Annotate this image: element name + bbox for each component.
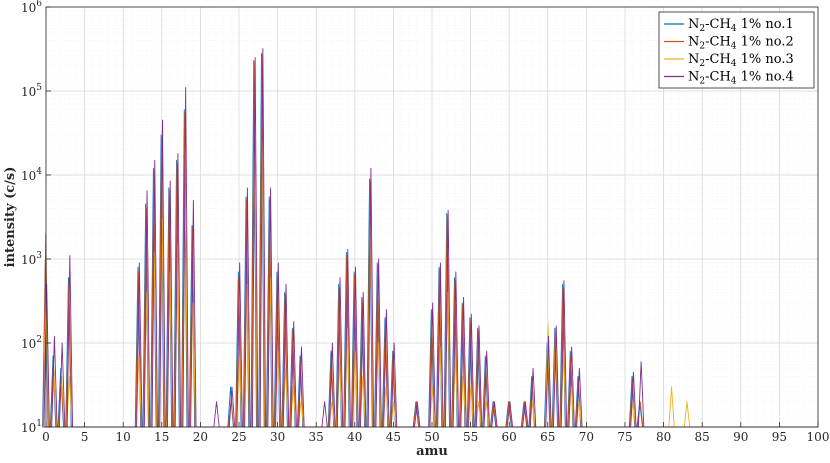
x-tick-label: 30 xyxy=(270,430,285,444)
x-tick-label: 0 xyxy=(42,430,50,444)
y-tick-label: 106 xyxy=(21,0,42,15)
y-axis-label: intensity (c/s) xyxy=(3,167,18,268)
x-tick-label: 85 xyxy=(695,430,710,444)
y-tick-label: 102 xyxy=(21,335,42,351)
x-tick-label: 70 xyxy=(579,430,594,444)
x-tick-label: 25 xyxy=(231,430,246,444)
y-tick-label: 103 xyxy=(21,251,42,267)
x-tick-label: 35 xyxy=(309,430,324,444)
x-tick-label: 80 xyxy=(656,430,671,444)
x-tick-label: 65 xyxy=(540,430,555,444)
legend-entry-label: N2-CH4 1% no.3 xyxy=(688,52,794,69)
x-tick-label: 10 xyxy=(116,430,131,444)
series-lines xyxy=(42,48,818,428)
y-tick-label: 104 xyxy=(21,167,42,183)
legend-box xyxy=(658,11,815,89)
series-line-2 xyxy=(42,54,818,428)
x-tick-label: 75 xyxy=(617,430,632,444)
x-tick-label: 55 xyxy=(463,430,478,444)
legend-entry-label: N2-CH4 1% no.4 xyxy=(688,70,794,87)
legend: N2-CH4 1% no.1N2-CH4 1% no.2N2-CH4 1% no… xyxy=(658,11,815,89)
y-tick-label: 101 xyxy=(21,419,42,435)
x-axis-label: amu xyxy=(416,444,448,459)
x-tick-label: 45 xyxy=(386,430,401,444)
x-tick-label: 5 xyxy=(81,430,89,444)
legend-entry-label: N2-CH4 1% no.2 xyxy=(688,35,794,52)
x-tick-label: 100 xyxy=(807,430,830,444)
legend-entry-label: N2-CH4 1% no.1 xyxy=(688,17,794,34)
x-tick-label: 90 xyxy=(733,430,748,444)
x-tick-label: 40 xyxy=(347,430,362,444)
x-axis-ticks: 0 5 10 15 20 25 30 35 40 45 50 55 60 65 70 75 80 85 90 95 10… xyxy=(42,422,829,444)
x-tick-label: 20 xyxy=(193,430,208,444)
x-tick-label: 50 xyxy=(424,430,439,444)
y-tick-label: 105 xyxy=(21,83,42,99)
x-tick-label: 95 xyxy=(772,430,787,444)
x-tick-label: 15 xyxy=(154,430,169,444)
y-axis-ticks: 101 102 103 104 105 106 xyxy=(21,0,51,435)
x-tick-label: 60 xyxy=(502,430,517,444)
